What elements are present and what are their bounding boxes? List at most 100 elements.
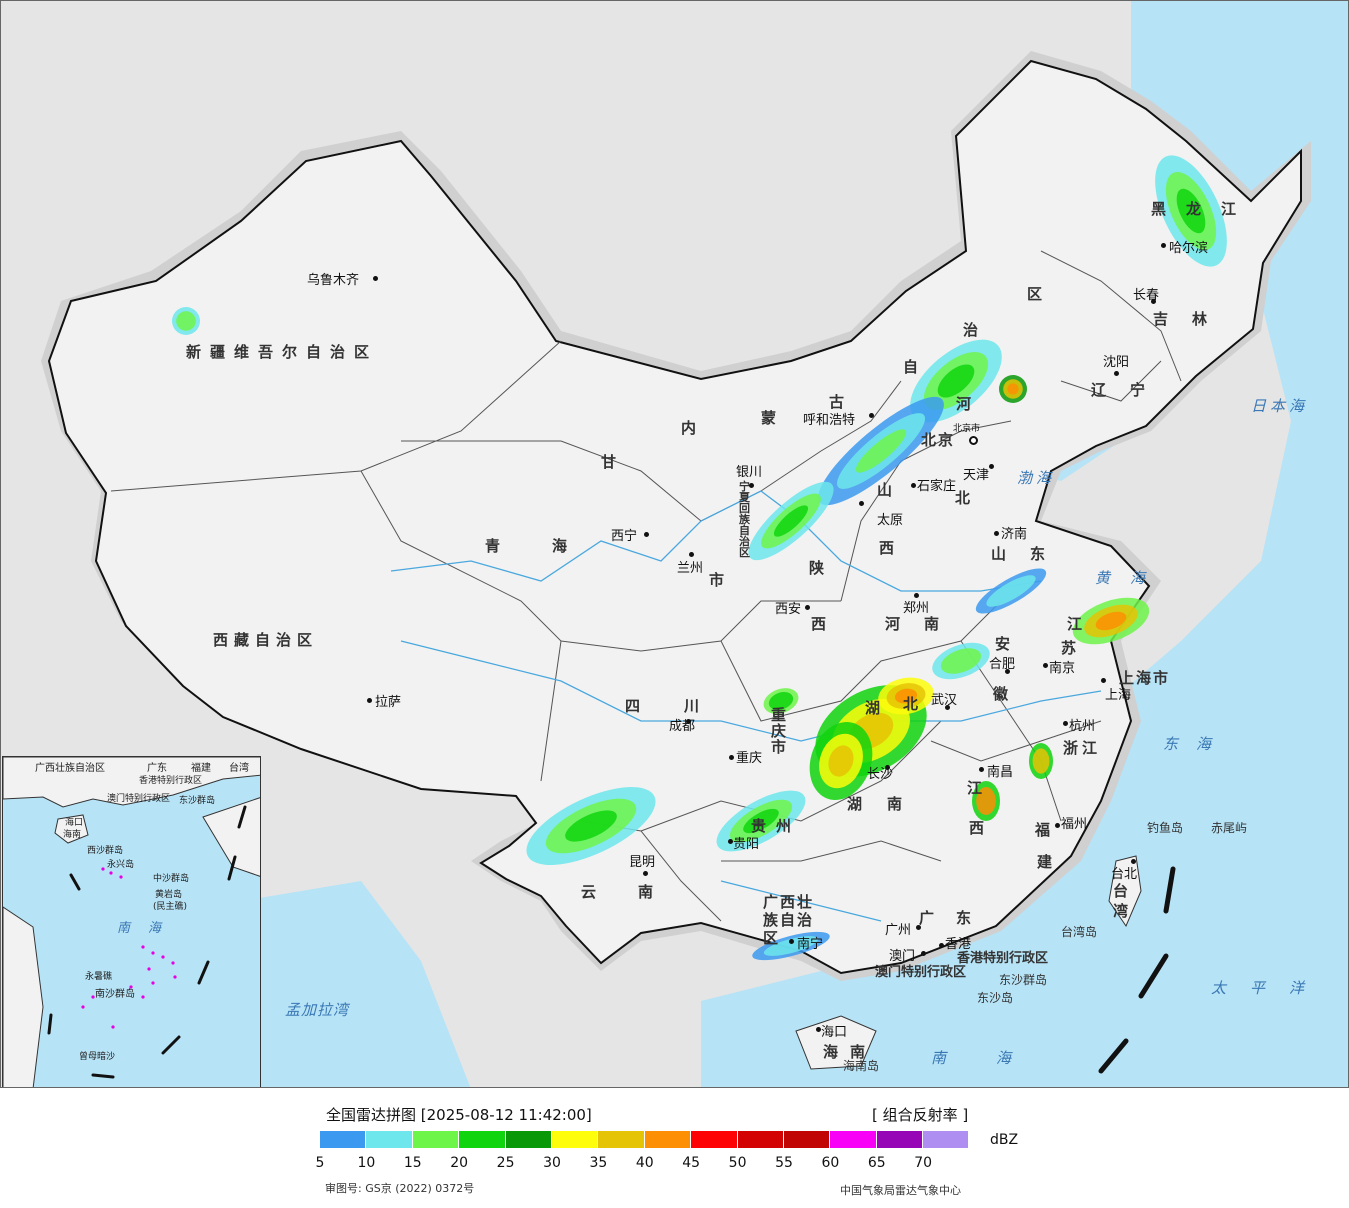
province-label-hubei-2: 北: [903, 695, 933, 713]
city-label-guiyang: 贵阳: [733, 837, 760, 852]
city-label-taiyuan: 太原: [877, 513, 904, 528]
province-label-jiangsu-1: 江: [1067, 615, 1097, 633]
sea-label-taipingyang: 太平洋: [1211, 979, 1329, 997]
inset-label-nanhai: 南海: [117, 921, 180, 936]
inset-label-zengmu: 曾母暗沙: [79, 1052, 116, 1062]
maritime-boundary-dashes: [1098, 866, 1176, 1074]
inset-label-fujian: 福建: [191, 763, 211, 774]
radar-echo-blob: [1176, 188, 1206, 234]
province-label-anhui-2: 徽: [993, 685, 1023, 703]
city-label-jinan: 济南: [1001, 527, 1028, 542]
province-label-zhejiang: 浙江: [1063, 739, 1102, 757]
radar-echo-blob: [855, 429, 907, 473]
radar-echoes: [172, 155, 1227, 961]
color-swatch: [923, 1131, 970, 1148]
province-label-sichuan: 四川: [625, 697, 744, 715]
city-label-aomen: 澳门: [889, 949, 916, 964]
legend-product-type: [ 组合反射率 ]: [872, 1106, 969, 1124]
scale-tick-label: 25: [496, 1155, 515, 1171]
city-dot: [1043, 663, 1048, 668]
color-swatch: [366, 1131, 413, 1148]
color-swatch: [830, 1131, 877, 1148]
province-label-neimenggu-6: 区: [1027, 285, 1057, 303]
city-dot: [911, 483, 916, 488]
city-label-beijing: 北京市: [953, 424, 981, 434]
city-label-shenyang: 沈阳: [1103, 355, 1130, 370]
island-label-dongsha-island: 东沙岛: [977, 991, 1014, 1005]
inset-label-yongshu: 永暑礁: [85, 972, 113, 982]
color-swatch: [459, 1131, 506, 1148]
province-label-hubei-1: 湖: [865, 699, 895, 717]
province-borders: [110, 250, 1182, 922]
radar-echo-blob: [986, 575, 1036, 607]
scale-tick-label: 40: [635, 1155, 654, 1171]
province-label-xizang: 西藏自治区: [213, 631, 319, 649]
city-dot: [885, 765, 890, 770]
inset-label-zhongsha: 中沙群岛: [153, 874, 190, 884]
province-label-gansu-city: 市: [709, 571, 739, 589]
radar-echo-blob: [176, 311, 196, 331]
radar-echo-blob: [565, 810, 617, 842]
province-label-jiangxi-2: 西: [969, 819, 999, 837]
city-dot: [859, 501, 864, 506]
city-label-hangzhou: 杭州: [1069, 719, 1096, 734]
city-dot: [1101, 678, 1106, 683]
island-label-hainandao: 海南岛: [843, 1059, 880, 1073]
province-label-guangdong: 广东: [919, 909, 994, 927]
province-label-xianggang: 香港特别行政区: [957, 951, 1049, 966]
province-label-jilin: 吉林: [1153, 310, 1232, 328]
city-dot: [805, 605, 810, 610]
china-landmass: [47, 59, 1302, 975]
sea-label-bohai: 渤海: [1017, 469, 1056, 487]
city-dot: [869, 413, 874, 418]
city-dot: [643, 871, 648, 876]
scale-tick-label: 20: [450, 1155, 469, 1171]
sea-label-huanghai: 黄海: [1095, 569, 1166, 587]
legend-panel: 全国雷达拼图 [2025-08-12 11:42:00] [ 组合反射率 ] d…: [0, 1088, 1349, 1208]
city-label-xianggang: 香港: [945, 937, 972, 952]
city-label-xining: 西宁: [611, 529, 638, 544]
province-label-neimenggu-4: 自: [903, 358, 933, 376]
scale-tick-label: 30: [543, 1155, 561, 1171]
province-label-gansu: 甘: [601, 453, 631, 471]
city-label-nanjing: 南京: [1049, 661, 1076, 676]
province-label-shandong: 山东: [991, 545, 1070, 563]
inset-label-nansha: 南沙群岛: [95, 989, 135, 1000]
scale-tick-label: 60: [821, 1155, 840, 1171]
province-label-shanxi-1: 山: [877, 481, 907, 499]
city-dot: [916, 925, 921, 930]
color-swatch: [737, 1131, 784, 1148]
city-label-fuzhou: 福州: [1061, 817, 1088, 832]
city-label-changsha: 长沙: [867, 767, 894, 782]
province-label-xinjiang: 新疆维吾尔自治区: [186, 343, 379, 361]
inset-label-guangxi: 广西壮族自治区: [35, 763, 105, 774]
province-label-taiwan: 台湾: [1113, 882, 1129, 920]
scale-tick-label: 70: [914, 1155, 933, 1171]
province-label-neimenggu-3: 古: [829, 393, 859, 411]
inset-label-huangyan: 黄岩岛: [155, 890, 183, 900]
province-label-hebei-2: 北: [955, 489, 985, 507]
province-label-heilongjiang: 黑龙江: [1151, 200, 1257, 218]
city-dot: [816, 1027, 821, 1032]
radar-echo-blob: [828, 745, 854, 777]
province-label-ningxia: 宁夏回族自治区: [739, 480, 750, 559]
inset-label-guangdong: 广东: [147, 763, 167, 774]
city-label-lhasa: 拉萨: [375, 695, 402, 710]
city-dot: [686, 719, 691, 724]
province-label-jiangxi-1: 江: [967, 779, 997, 797]
city-dot: [749, 483, 754, 488]
sea-label-riben: 日本海: [1251, 397, 1309, 415]
inset-label-aomen: 澳门特别行政区: [107, 794, 171, 804]
island-label-chiwei: 赤尾屿: [1211, 821, 1248, 835]
province-label-hainan: 海南: [823, 1043, 878, 1061]
pacific-sea-area: [701, 1, 1348, 1087]
taiwan-island: [1108, 855, 1142, 928]
city-dot: [689, 552, 694, 557]
radar-echo-blob: [1032, 748, 1050, 774]
color-swatch: [505, 1131, 552, 1148]
radar-map: 新疆维吾尔自治区 西藏自治区 青海 甘 市 内 蒙 古 自 治 区 黑龙江 吉林…: [0, 0, 1349, 1088]
city-label-yinchuan: 银川: [736, 465, 763, 480]
province-label-shaanxi-1: 陕: [809, 559, 839, 577]
color-scale-bar: [320, 1131, 970, 1148]
scale-tick-label: 50: [728, 1155, 747, 1171]
